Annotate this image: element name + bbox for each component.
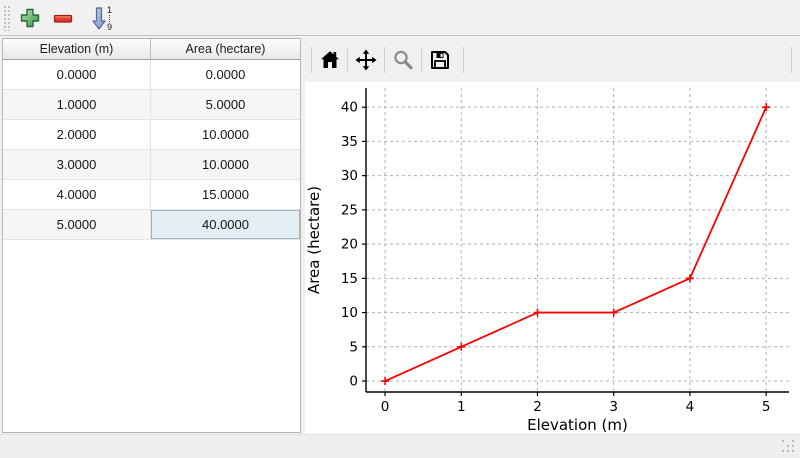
toolbar-separator xyxy=(347,47,348,73)
column-header[interactable]: Area (hectare) xyxy=(151,39,300,60)
sort-range-label: 1 9 xyxy=(106,4,112,32)
zoom-button[interactable] xyxy=(390,47,416,73)
status-bar xyxy=(0,434,800,458)
table-cell[interactable]: 15.0000 xyxy=(151,180,300,210)
data-point-marker xyxy=(685,274,694,283)
toolbar-separator xyxy=(384,47,385,73)
table-row: 3.0000 10.0000 xyxy=(3,150,300,180)
chart-canvas[interactable]: 0 1 2 3 4 5 0 5 10 15 20 25 30 35 40 Elevation (m) Area … xyxy=(305,82,800,434)
y-axis-label: Area (hectare) xyxy=(305,186,323,294)
x-axis-label: Elevation (m) xyxy=(527,416,628,434)
toolbar-separator xyxy=(463,47,464,73)
column-header[interactable]: Elevation (m) xyxy=(3,39,151,60)
toolbar-separator xyxy=(311,47,312,73)
toolbar-separator xyxy=(791,47,792,73)
y-tick-label: 35 xyxy=(341,134,358,150)
x-tick-label: 4 xyxy=(686,399,695,415)
save-icon xyxy=(431,51,449,69)
toolbar-grip[interactable] xyxy=(3,5,11,31)
resize-grip[interactable] xyxy=(782,440,795,453)
y-tick-label: 5 xyxy=(349,339,358,355)
x-tick-label: 3 xyxy=(609,399,618,415)
pan-icon xyxy=(355,49,377,71)
table-cell[interactable]: 10.0000 xyxy=(151,150,300,180)
table-row: 1.0000 5.0000 xyxy=(3,90,300,120)
main-toolbar: 1 9 xyxy=(0,0,800,36)
x-tick-label: 2 xyxy=(533,399,542,415)
y-tick-label: 25 xyxy=(341,202,358,218)
plot-panel: 0 1 2 3 4 5 0 5 10 15 20 25 30 35 40 Elevation (m) Area … xyxy=(305,38,800,434)
table-cell[interactable]: 5.0000 xyxy=(151,90,300,120)
x-tick-label: 5 xyxy=(762,399,771,415)
y-tick-label: 0 xyxy=(349,374,358,390)
table-row: 0.0000 0.0000 xyxy=(3,60,300,90)
table-cell[interactable]: 0.0000 xyxy=(3,60,151,90)
table-cell[interactable]: 4.0000 xyxy=(3,180,151,210)
save-button[interactable] xyxy=(427,47,453,73)
sort-button[interactable]: 1 9 xyxy=(85,4,119,32)
table-cell[interactable]: 2.0000 xyxy=(3,120,151,150)
table-cell[interactable]: 5.0000 xyxy=(3,210,151,240)
x-tick-label: 0 xyxy=(381,399,390,415)
pan-button[interactable] xyxy=(353,47,379,73)
table-cell[interactable]: 10.0000 xyxy=(151,120,300,150)
table-header-row: Elevation (m) Area (hectare) xyxy=(3,39,300,60)
data-table: Elevation (m) Area (hectare) 0.0000 0.0000… xyxy=(3,39,300,240)
minus-icon xyxy=(53,14,73,23)
home-icon xyxy=(321,51,339,68)
magnifier-icon xyxy=(394,50,413,70)
y-tick-label: 15 xyxy=(341,271,358,287)
y-tick-label: 20 xyxy=(341,237,358,253)
toolbar-separator xyxy=(421,47,422,73)
plus-icon xyxy=(20,8,40,28)
plot-nav-toolbar xyxy=(305,38,800,82)
table-cell[interactable]: 1.0000 xyxy=(3,90,151,120)
table-cell[interactable]: 0.0000 xyxy=(151,60,300,90)
elevation-area-table-panel: Elevation (m) Area (hectare) 0.0000 0.0000… xyxy=(2,38,301,433)
table-cell[interactable]: 3.0000 xyxy=(3,150,151,180)
y-tick-label: 30 xyxy=(341,168,358,184)
data-point-marker xyxy=(457,342,466,351)
table-row: 5.0000 40.0000 xyxy=(3,210,300,240)
data-point-marker xyxy=(609,308,618,317)
data-point-marker xyxy=(381,377,390,386)
home-button[interactable] xyxy=(317,47,343,73)
table-row: 4.0000 15.0000 xyxy=(3,180,300,210)
add-row-button[interactable] xyxy=(16,4,44,32)
data-point-marker xyxy=(762,103,771,112)
y-tick-label: 40 xyxy=(341,100,358,116)
remove-row-button[interactable] xyxy=(49,4,77,32)
data-point-marker xyxy=(533,308,542,317)
table-row: 2.0000 10.0000 xyxy=(3,120,300,150)
x-tick-label: 1 xyxy=(457,399,466,415)
data-line xyxy=(384,106,767,382)
y-tick-label: 10 xyxy=(341,305,358,321)
table-cell[interactable]: 40.0000 xyxy=(151,210,300,240)
sort-ascending-icon xyxy=(92,7,106,30)
